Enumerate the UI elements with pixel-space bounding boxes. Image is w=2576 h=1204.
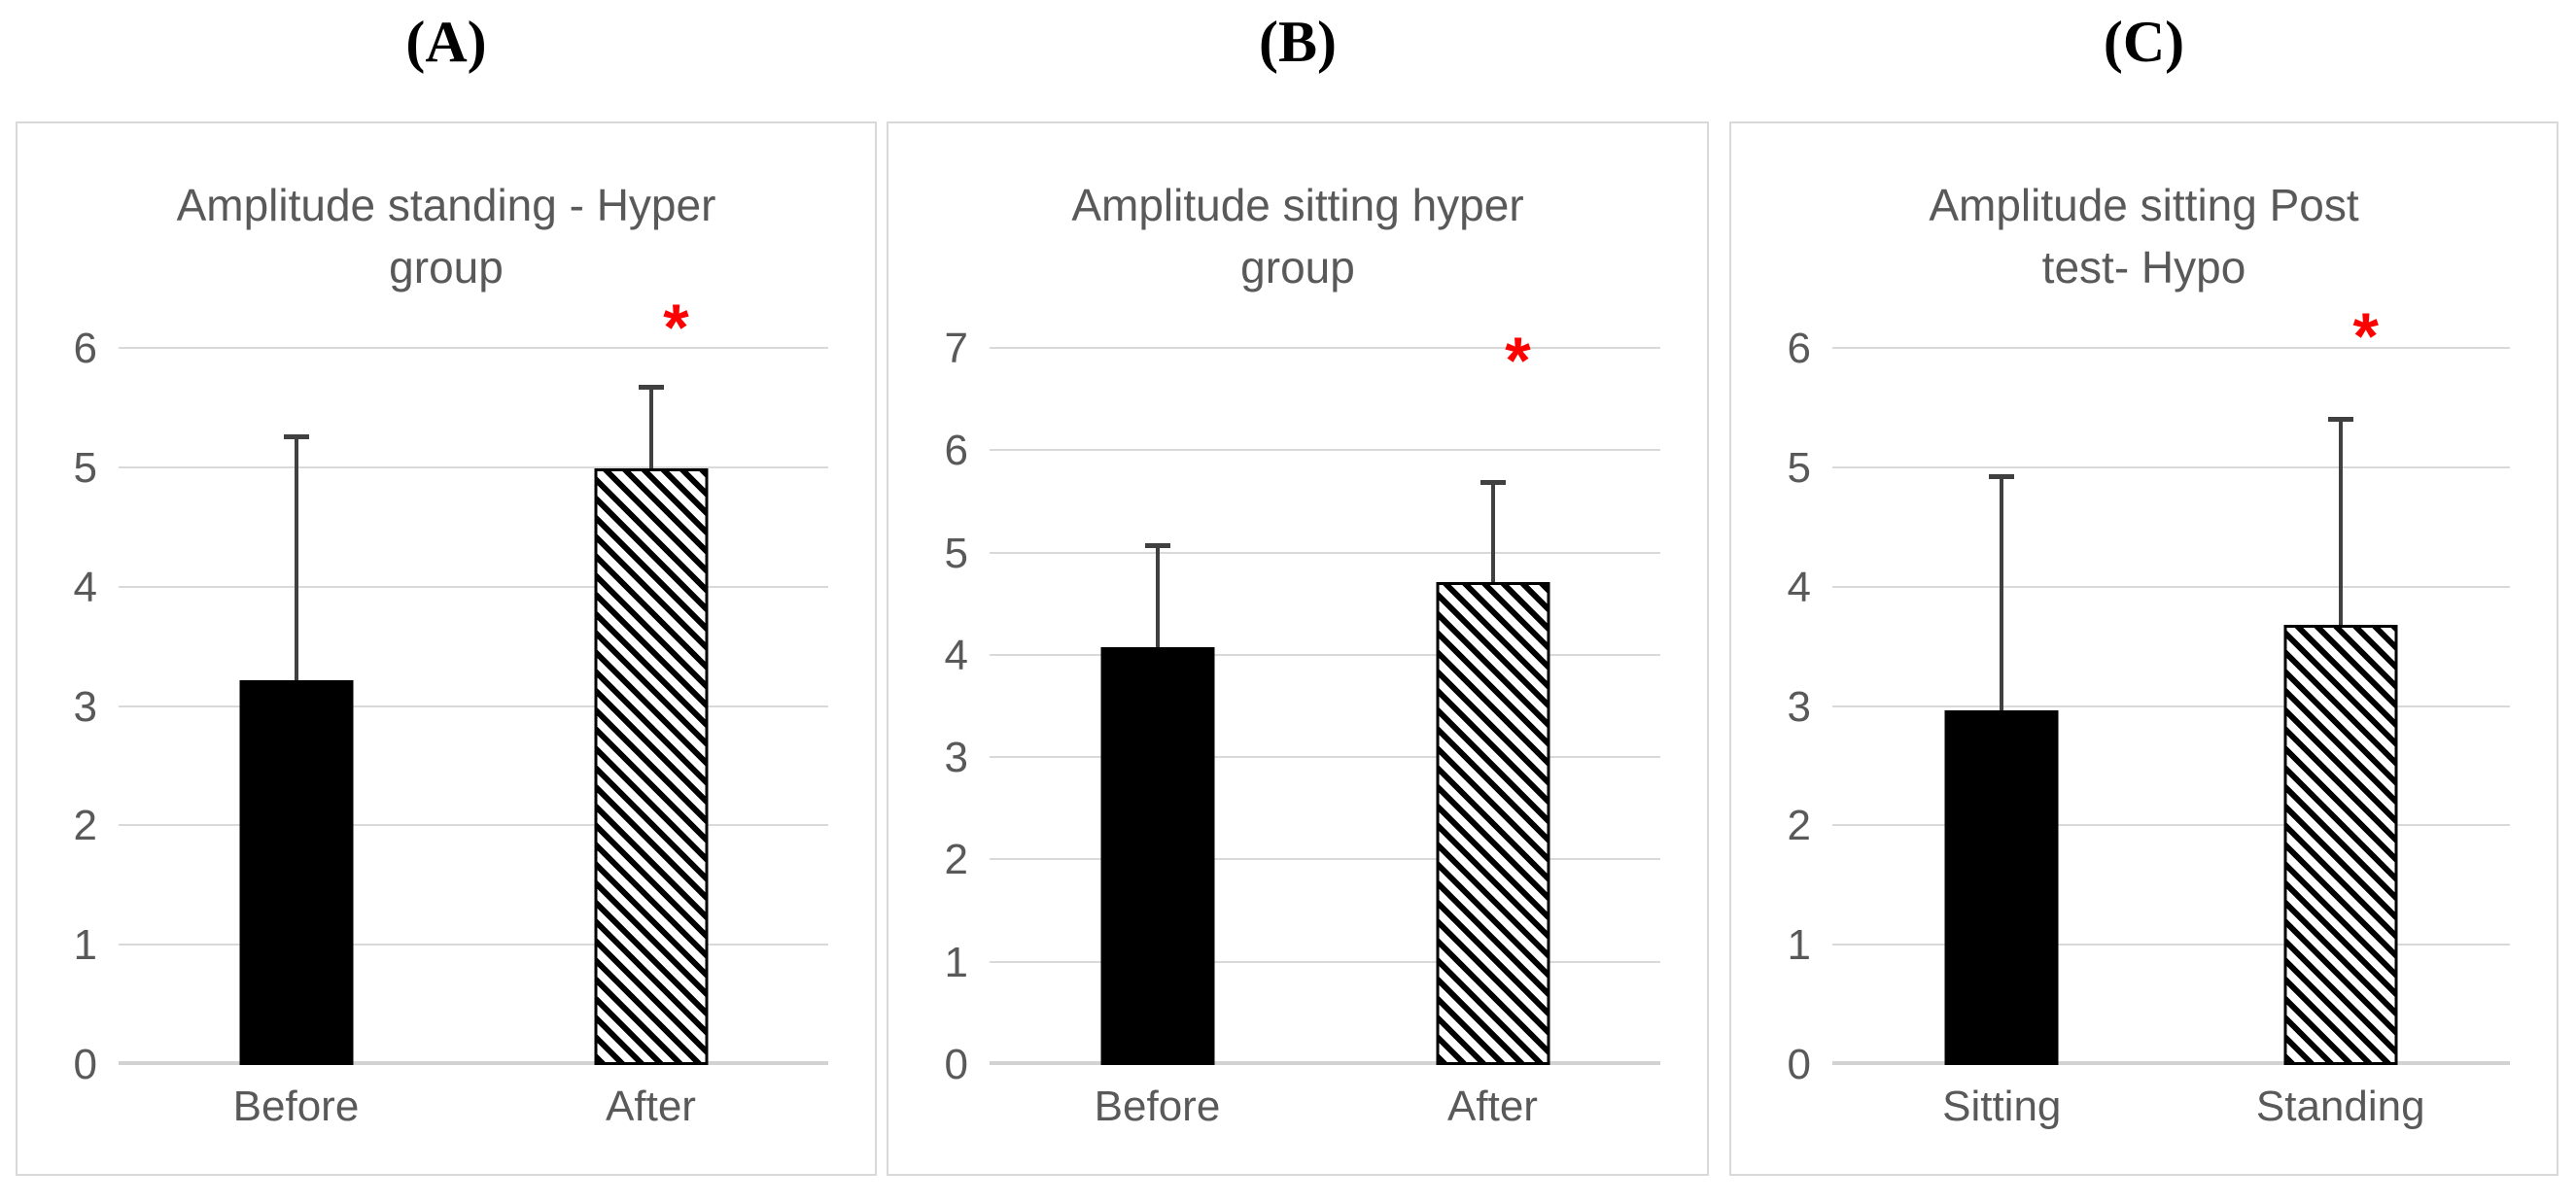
y-tick-label: 4 — [73, 563, 97, 611]
y-tick-label: 5 — [1787, 443, 1811, 492]
y-tick-label: 2 — [944, 836, 968, 884]
gridline — [1832, 585, 2510, 588]
y-tick-label: 1 — [944, 938, 968, 986]
chart-title-a: Amplitude standing - Hyper group — [17, 174, 875, 298]
error-bar — [2338, 417, 2343, 625]
category-label: After — [1447, 1083, 1538, 1130]
x-axis-line — [1832, 1061, 2510, 1065]
gridline — [119, 705, 828, 707]
gridline — [119, 465, 828, 468]
bar-sitting — [1944, 710, 2059, 1065]
error-bar — [2000, 473, 2004, 711]
category-label: Sitting — [1942, 1083, 2062, 1130]
chart-panel-a: Amplitude standing - Hyper group 0 1 2 3 4 5 6 B… — [16, 121, 877, 1176]
gridline — [990, 551, 1660, 554]
panel-label-c: (C) — [2103, 10, 2185, 74]
y-tick-label: 6 — [1787, 325, 1811, 372]
panel-columns: (A) Amplitude standing - Hyper group 0 1 2 3… — [16, 0, 2559, 1176]
chart-title-a-line1: Amplitude standing - Hyper — [176, 180, 716, 230]
panel-label-a: (A) — [405, 10, 487, 74]
chart-title-b-line2: group — [1240, 242, 1355, 292]
gridline — [119, 824, 828, 827]
category-label: Before — [1094, 1083, 1221, 1130]
gridline — [990, 858, 1660, 861]
error-bar — [1490, 479, 1495, 583]
gridline — [119, 347, 828, 349]
y-tick-label: 3 — [944, 734, 968, 782]
bar-after — [1436, 582, 1549, 1065]
y-tick-label: 6 — [944, 427, 968, 475]
chart-title-b: Amplitude sitting hyper group — [888, 174, 1707, 298]
error-bar-cap — [1144, 543, 1170, 549]
gridline — [1832, 944, 2510, 946]
chart-column-c: (C) Amplitude sitting Post test- Hypo 0 1 2… — [1729, 0, 2559, 1176]
gridline — [1832, 824, 2510, 827]
error-bar-cap — [283, 434, 309, 440]
bar-after — [594, 467, 708, 1065]
error-bar — [648, 384, 653, 468]
bar-before — [1100, 647, 1214, 1065]
chart-title-c-line2: test- Hypo — [2041, 242, 2246, 292]
chart-panel-c: Amplitude sitting Post test- Hypo 0 1 2 3 4 5 6… — [1729, 121, 2559, 1176]
y-tick-label: 4 — [1787, 563, 1811, 611]
gridline — [990, 449, 1660, 452]
category-label: After — [606, 1083, 696, 1130]
plot-area-b: 0 1 2 3 4 5 6 7 Before After * — [945, 327, 1660, 1130]
bar-standing — [2283, 624, 2398, 1065]
error-bar-cap — [638, 384, 664, 390]
y-tick-label: 0 — [73, 1041, 97, 1088]
panel-label-b: (B) — [1259, 10, 1337, 74]
chart-title-c: Amplitude sitting Post test- Hypo — [1731, 174, 2557, 298]
error-bar-cap — [1989, 473, 2015, 479]
y-tick-label: 6 — [73, 325, 97, 372]
gridline — [1832, 705, 2510, 707]
plot-area-c: 0 1 2 3 4 5 6 Sitting Standing * — [1788, 303, 2510, 1130]
y-tick-label: 3 — [73, 682, 97, 731]
chart-title-b-line1: Amplitude sitting hyper — [1071, 180, 1524, 230]
y-tick-label: 1 — [1787, 921, 1811, 970]
chart-panel-b: Amplitude sitting hyper group 0 1 2 3 4 5 6 7 Bef… — [887, 121, 1709, 1176]
plot-area-a: 0 1 2 3 4 5 6 Before After * — [74, 294, 828, 1130]
gridline — [119, 944, 828, 946]
x-axis-line — [119, 1061, 828, 1065]
y-tick-label: 0 — [944, 1041, 968, 1088]
chart-title-a-line2: group — [389, 242, 504, 292]
y-tick-label: 0 — [1787, 1041, 1811, 1088]
y-tick-label: 2 — [73, 802, 97, 850]
gridline — [990, 653, 1660, 656]
gridline — [1832, 465, 2510, 468]
significance-asterisk: * — [663, 291, 689, 364]
gridline — [990, 347, 1660, 349]
error-bar — [294, 434, 298, 681]
y-tick-label: 4 — [944, 631, 968, 679]
y-tick-label: 3 — [1787, 682, 1811, 731]
y-tick-label: 5 — [944, 529, 968, 577]
chart-column-b: (B) Amplitude sitting hyper group 0 1 2 3 4 5 6… — [887, 0, 1709, 1176]
error-bar — [1155, 543, 1160, 648]
significance-asterisk: * — [1505, 324, 1531, 397]
gridline — [119, 585, 828, 588]
category-label: Before — [232, 1083, 360, 1130]
y-tick-label: 5 — [73, 443, 97, 492]
y-tick-label: 2 — [1787, 802, 1811, 850]
gridline — [990, 756, 1660, 759]
error-bar-cap — [1479, 479, 1506, 485]
x-axis-line — [990, 1061, 1660, 1065]
gridline — [1832, 347, 2510, 349]
chart-column-a: (A) Amplitude standing - Hyper group 0 1 2 3… — [16, 0, 877, 1176]
y-tick-label: 7 — [944, 325, 968, 372]
significance-asterisk: * — [2352, 299, 2379, 373]
y-tick-label: 1 — [73, 921, 97, 970]
gridline — [990, 960, 1660, 963]
category-label: Standing — [2255, 1083, 2425, 1130]
error-bar-cap — [2327, 417, 2353, 423]
chart-title-c-line1: Amplitude sitting Post — [1929, 180, 2359, 230]
bar-before — [239, 680, 353, 1065]
